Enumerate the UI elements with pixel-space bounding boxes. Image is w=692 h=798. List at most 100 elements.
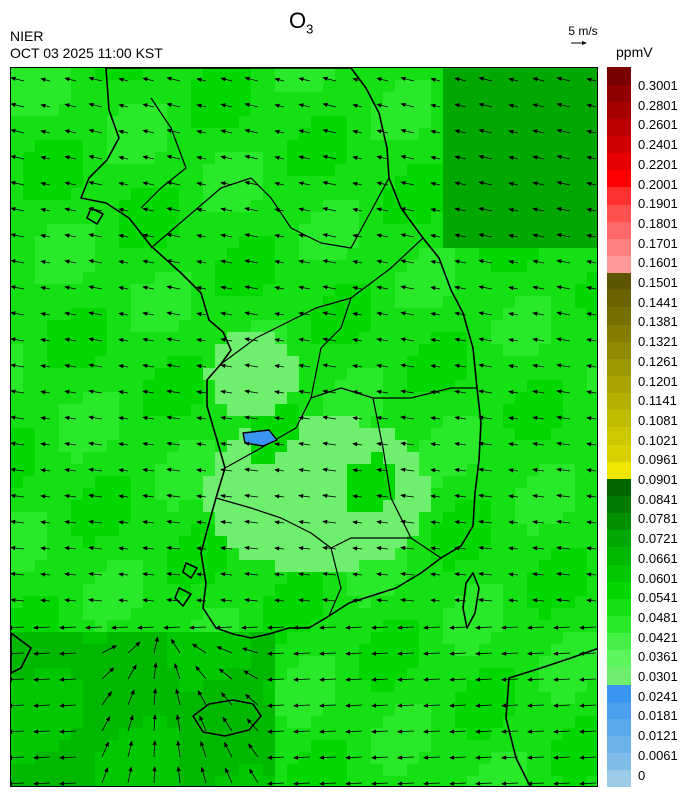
korean-peninsula-outline	[80, 68, 482, 639]
field-cell	[287, 380, 299, 392]
field-cell	[311, 776, 323, 786]
field-cell	[263, 416, 275, 428]
field-cell	[311, 668, 323, 680]
field-cell	[227, 452, 239, 464]
field-cell	[443, 200, 455, 212]
field-cell	[131, 200, 143, 212]
wind-vector-head	[32, 755, 39, 760]
wind-vector-head	[454, 233, 460, 238]
wind-vector-head	[166, 467, 172, 472]
field-cell	[167, 212, 179, 224]
field-cell	[167, 680, 179, 692]
wind-vector-head	[104, 767, 109, 773]
field-cell	[119, 668, 131, 680]
wind-vector-head	[298, 155, 304, 160]
field-cell	[395, 668, 407, 680]
field-cell	[263, 380, 275, 392]
field-cell	[407, 80, 419, 92]
field-cell	[95, 644, 107, 656]
field-cell	[203, 668, 215, 680]
field-cell	[455, 212, 467, 224]
field-cell	[11, 776, 23, 786]
field-cell	[83, 392, 95, 404]
wind-vector-head	[118, 520, 124, 525]
wind-vector-head	[142, 337, 148, 342]
field-cell	[251, 476, 263, 488]
field-cell	[263, 716, 275, 728]
legend-tick-label: 0.2001	[638, 176, 678, 192]
field-cell	[143, 716, 155, 728]
wind-vector-head	[400, 363, 406, 368]
field-cell	[443, 416, 455, 428]
wind-vector-head	[274, 311, 280, 317]
wind-vector-head	[400, 519, 406, 525]
field-cell	[323, 224, 335, 236]
field-cell	[287, 584, 299, 596]
wind-vector-head	[241, 647, 248, 652]
field-cell	[299, 560, 311, 572]
field-cell	[311, 224, 323, 236]
field-cell	[95, 728, 107, 740]
field-cell	[455, 500, 467, 512]
wind-vector-head	[130, 689, 135, 695]
field-cell	[443, 632, 455, 644]
reference-vector-label: 5 m/s	[568, 24, 598, 38]
wind-vector-head	[322, 233, 328, 238]
legend-swatch	[607, 512, 631, 531]
wind-vector-head	[214, 625, 221, 630]
field-cell	[131, 188, 143, 200]
field-cell	[539, 596, 551, 608]
field-cell	[251, 176, 263, 188]
field-cell	[71, 656, 83, 668]
field-cell	[191, 116, 203, 128]
field-cell	[395, 500, 407, 512]
field-cell	[467, 680, 479, 692]
field-cell	[167, 644, 179, 656]
wind-vector-head	[448, 677, 455, 682]
field-cell	[323, 692, 335, 704]
wind-vector-head	[586, 259, 592, 265]
field-cell	[419, 188, 431, 200]
wind-vector-head	[376, 337, 382, 342]
field-cell	[155, 368, 167, 380]
wind-vector-head	[586, 103, 592, 108]
wind-vector-head	[298, 103, 304, 108]
field-cell	[47, 764, 59, 776]
wind-vector-head	[244, 233, 250, 238]
field-cell	[431, 332, 443, 344]
wind-vector-head	[500, 703, 507, 708]
legend-tick-label: 0.0421	[638, 629, 678, 645]
field-cell	[407, 740, 419, 752]
field-cell	[59, 164, 71, 176]
wind-vector-head	[64, 337, 70, 342]
field-cell	[179, 704, 191, 716]
wind-vector-head	[578, 755, 585, 760]
field-cell	[539, 140, 551, 152]
field-cell	[419, 464, 431, 476]
field-cell	[479, 704, 491, 716]
field-cell	[131, 728, 143, 740]
wind-vector-head	[298, 572, 304, 577]
wind-vector-head	[370, 625, 377, 630]
field-cell	[287, 716, 299, 728]
field-cell	[191, 704, 203, 716]
field-cell	[467, 92, 479, 104]
wind-vector-head	[344, 703, 351, 708]
field-cell	[371, 368, 383, 380]
field-cell	[11, 692, 23, 704]
field-cell	[47, 80, 59, 92]
field-cell	[371, 740, 383, 752]
field-cell	[263, 596, 275, 608]
field-cell	[227, 644, 239, 656]
field-cell	[239, 680, 251, 692]
wind-vector-head	[376, 389, 382, 395]
field-cell	[71, 668, 83, 680]
field-cell	[395, 116, 407, 128]
field-cell	[539, 116, 551, 128]
field-cell	[143, 392, 155, 404]
wind-vector-head	[11, 781, 13, 786]
field-cell	[479, 92, 491, 104]
field-cell	[383, 620, 395, 632]
field-cell	[335, 392, 347, 404]
field-cell	[167, 392, 179, 404]
